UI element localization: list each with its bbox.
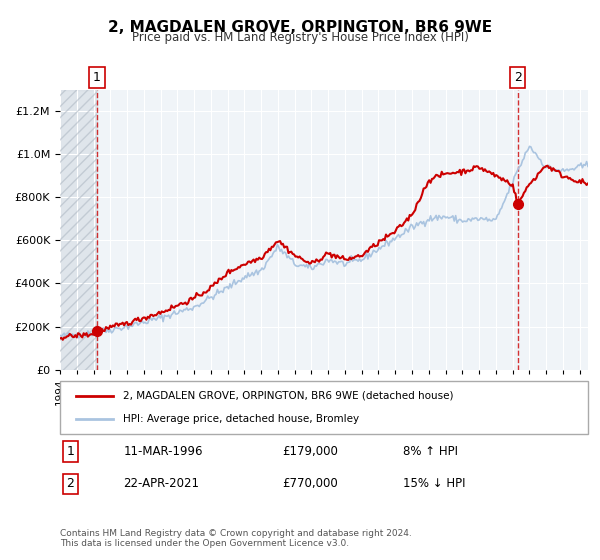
Bar — [60, 90, 97, 370]
Text: 22-APR-2021: 22-APR-2021 — [124, 477, 199, 491]
Bar — [60, 90, 97, 370]
Text: 1: 1 — [67, 445, 74, 458]
Text: 1: 1 — [93, 71, 101, 84]
Text: 11-MAR-1996: 11-MAR-1996 — [124, 445, 203, 458]
Text: 2: 2 — [514, 71, 521, 84]
Text: £179,000: £179,000 — [282, 445, 338, 458]
Text: 8% ↑ HPI: 8% ↑ HPI — [403, 445, 458, 458]
Text: Contains HM Land Registry data © Crown copyright and database right 2024.: Contains HM Land Registry data © Crown c… — [60, 529, 412, 538]
FancyBboxPatch shape — [60, 381, 588, 434]
Text: 15% ↓ HPI: 15% ↓ HPI — [403, 477, 466, 491]
Text: 2: 2 — [67, 477, 74, 491]
Text: Price paid vs. HM Land Registry's House Price Index (HPI): Price paid vs. HM Land Registry's House … — [131, 31, 469, 44]
Text: HPI: Average price, detached house, Bromley: HPI: Average price, detached house, Brom… — [124, 414, 359, 424]
Text: 2, MAGDALEN GROVE, ORPINGTON, BR6 9WE (detached house): 2, MAGDALEN GROVE, ORPINGTON, BR6 9WE (d… — [124, 391, 454, 401]
Text: £770,000: £770,000 — [282, 477, 338, 491]
Text: This data is licensed under the Open Government Licence v3.0.: This data is licensed under the Open Gov… — [60, 539, 349, 548]
Text: 2, MAGDALEN GROVE, ORPINGTON, BR6 9WE: 2, MAGDALEN GROVE, ORPINGTON, BR6 9WE — [108, 20, 492, 35]
